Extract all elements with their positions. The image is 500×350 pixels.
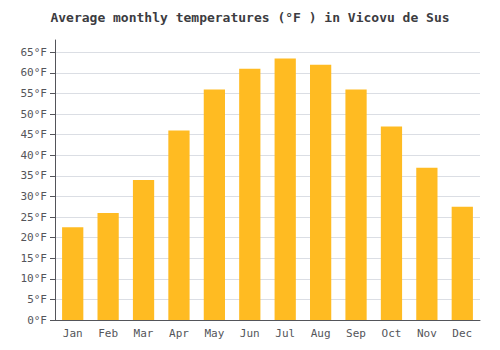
svg-text:May: May	[204, 327, 224, 340]
svg-text:60°F: 60°F	[21, 66, 48, 79]
svg-text:Sep: Sep	[346, 327, 366, 340]
svg-text:65°F: 65°F	[21, 46, 48, 59]
svg-text:Dec: Dec	[452, 327, 472, 340]
svg-text:Oct: Oct	[382, 327, 402, 340]
svg-text:10°F: 10°F	[21, 272, 48, 285]
svg-text:20°F: 20°F	[21, 231, 48, 244]
svg-text:Jun: Jun	[240, 327, 260, 340]
svg-text:15°F: 15°F	[21, 252, 48, 265]
svg-text:55°F: 55°F	[21, 87, 48, 100]
svg-text:Jan: Jan	[63, 327, 83, 340]
svg-text:Mar: Mar	[134, 327, 154, 340]
svg-text:Jul: Jul	[275, 327, 295, 340]
svg-text:30°F: 30°F	[21, 190, 48, 203]
svg-text:5°F: 5°F	[27, 293, 47, 306]
svg-text:Nov: Nov	[417, 327, 437, 340]
svg-text:0°F: 0°F	[27, 314, 47, 327]
svg-text:25°F: 25°F	[21, 211, 48, 224]
svg-text:Average monthly temperatures (: Average monthly temperatures (°F ) in Vi…	[50, 10, 449, 25]
svg-text:40°F: 40°F	[21, 149, 48, 162]
svg-text:45°F: 45°F	[21, 128, 48, 141]
svg-text:50°F: 50°F	[21, 108, 48, 121]
svg-text:35°F: 35°F	[21, 169, 48, 182]
svg-text:Aug: Aug	[311, 327, 331, 340]
svg-text:Feb: Feb	[98, 327, 118, 340]
svg-text:Apr: Apr	[169, 327, 189, 340]
